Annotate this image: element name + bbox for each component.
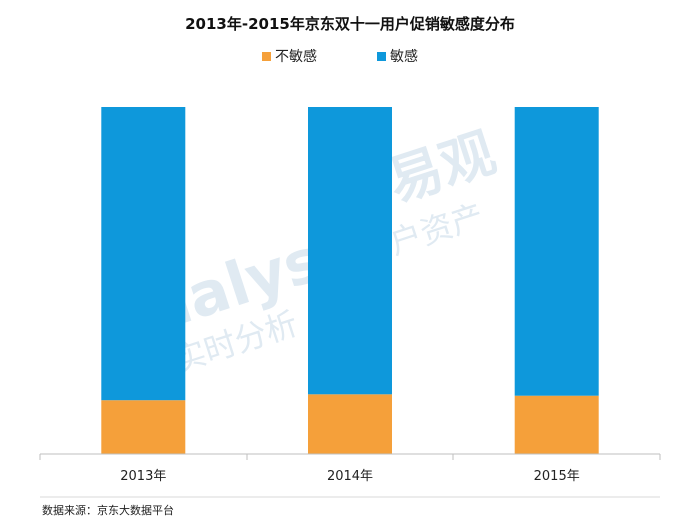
x-tick-label: 2013年 [120,469,166,484]
watermark-cn-large: 易观 [381,121,503,214]
chart-title: 2013年-2015年京东双十一用户促销敏感度分布 [185,15,515,33]
legend-item-insensitive: 不敏感 [262,48,317,65]
x-tick-label: 2015年 [534,469,580,484]
legend-swatch-sensitive [377,52,386,61]
x-tick-labels: 2013年 2014年 2015年 [120,469,579,484]
bar-sensitive-2 [514,107,599,396]
legend-label-insensitive: 不敏感 [275,48,317,65]
legend-item-sensitive: 敏感 [377,48,418,65]
bar-sensitive-1 [308,107,392,395]
legend-swatch-insensitive [262,52,271,61]
bar-sensitive-0 [101,107,186,401]
legend: 不敏感 敏感 [262,48,418,65]
legend-label-sensitive: 敏感 [390,48,418,65]
bar-insensitive-1 [308,394,392,454]
bars [101,107,599,454]
source-note: 数据来源：京东大数据平台 [42,503,174,517]
bar-insensitive-2 [514,395,599,454]
bar-insensitive-0 [101,400,186,454]
x-tick-label: 2014年 [327,469,373,484]
